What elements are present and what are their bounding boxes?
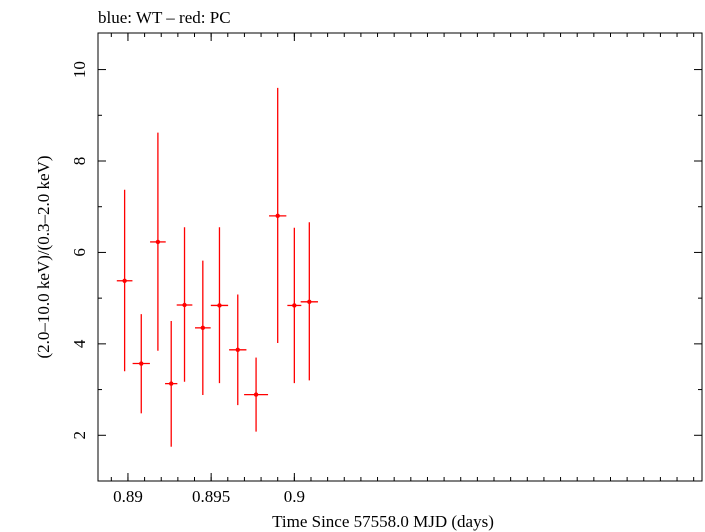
y-tick-label: 4 — [70, 339, 89, 348]
data-point — [155, 239, 161, 245]
data-point — [122, 278, 127, 283]
axis-ticks — [98, 33, 702, 482]
data-point-group — [300, 222, 318, 381]
data-point — [253, 392, 259, 397]
data-point-group — [132, 314, 150, 414]
data-point — [139, 361, 144, 366]
data-point — [182, 302, 187, 308]
y-tick-label: 10 — [70, 61, 89, 78]
data-point — [275, 213, 280, 219]
data-point — [217, 303, 222, 308]
data-point-group — [269, 87, 287, 343]
data-point-group — [176, 227, 193, 382]
data-point — [169, 381, 174, 386]
data-point-group — [195, 260, 211, 396]
data-point-group — [287, 227, 302, 384]
data-point-group — [229, 294, 247, 406]
plot-frame — [97, 32, 703, 482]
data-series — [116, 87, 318, 447]
data-point — [292, 303, 297, 308]
y-tick-label: 2 — [70, 431, 89, 440]
y-axis-label: (2.0–10.0 keV)/(0.3–2.0 keV) — [34, 155, 53, 358]
data-point-group — [116, 189, 133, 372]
data-point — [235, 347, 240, 352]
axis-tick-labels: 0.89 0.895 0.9 2 4 6 8 10 — [70, 61, 305, 506]
x-axis-label: Time Since 57558.0 MJD (days) — [272, 512, 494, 531]
x-tick-label: 0.895 — [192, 487, 230, 506]
x-tick-label: 0.9 — [284, 487, 305, 506]
data-point-group — [244, 357, 269, 432]
data-point-group — [165, 321, 178, 447]
data-point-group — [150, 132, 166, 351]
y-tick-label: 6 — [70, 248, 89, 257]
data-point-group — [210, 227, 229, 384]
y-tick-label: 8 — [70, 157, 89, 166]
x-tick-label: 0.89 — [113, 487, 143, 506]
data-point — [307, 299, 312, 304]
data-point — [200, 325, 206, 331]
chart-title: blue: WT – red: PC — [98, 8, 231, 27]
